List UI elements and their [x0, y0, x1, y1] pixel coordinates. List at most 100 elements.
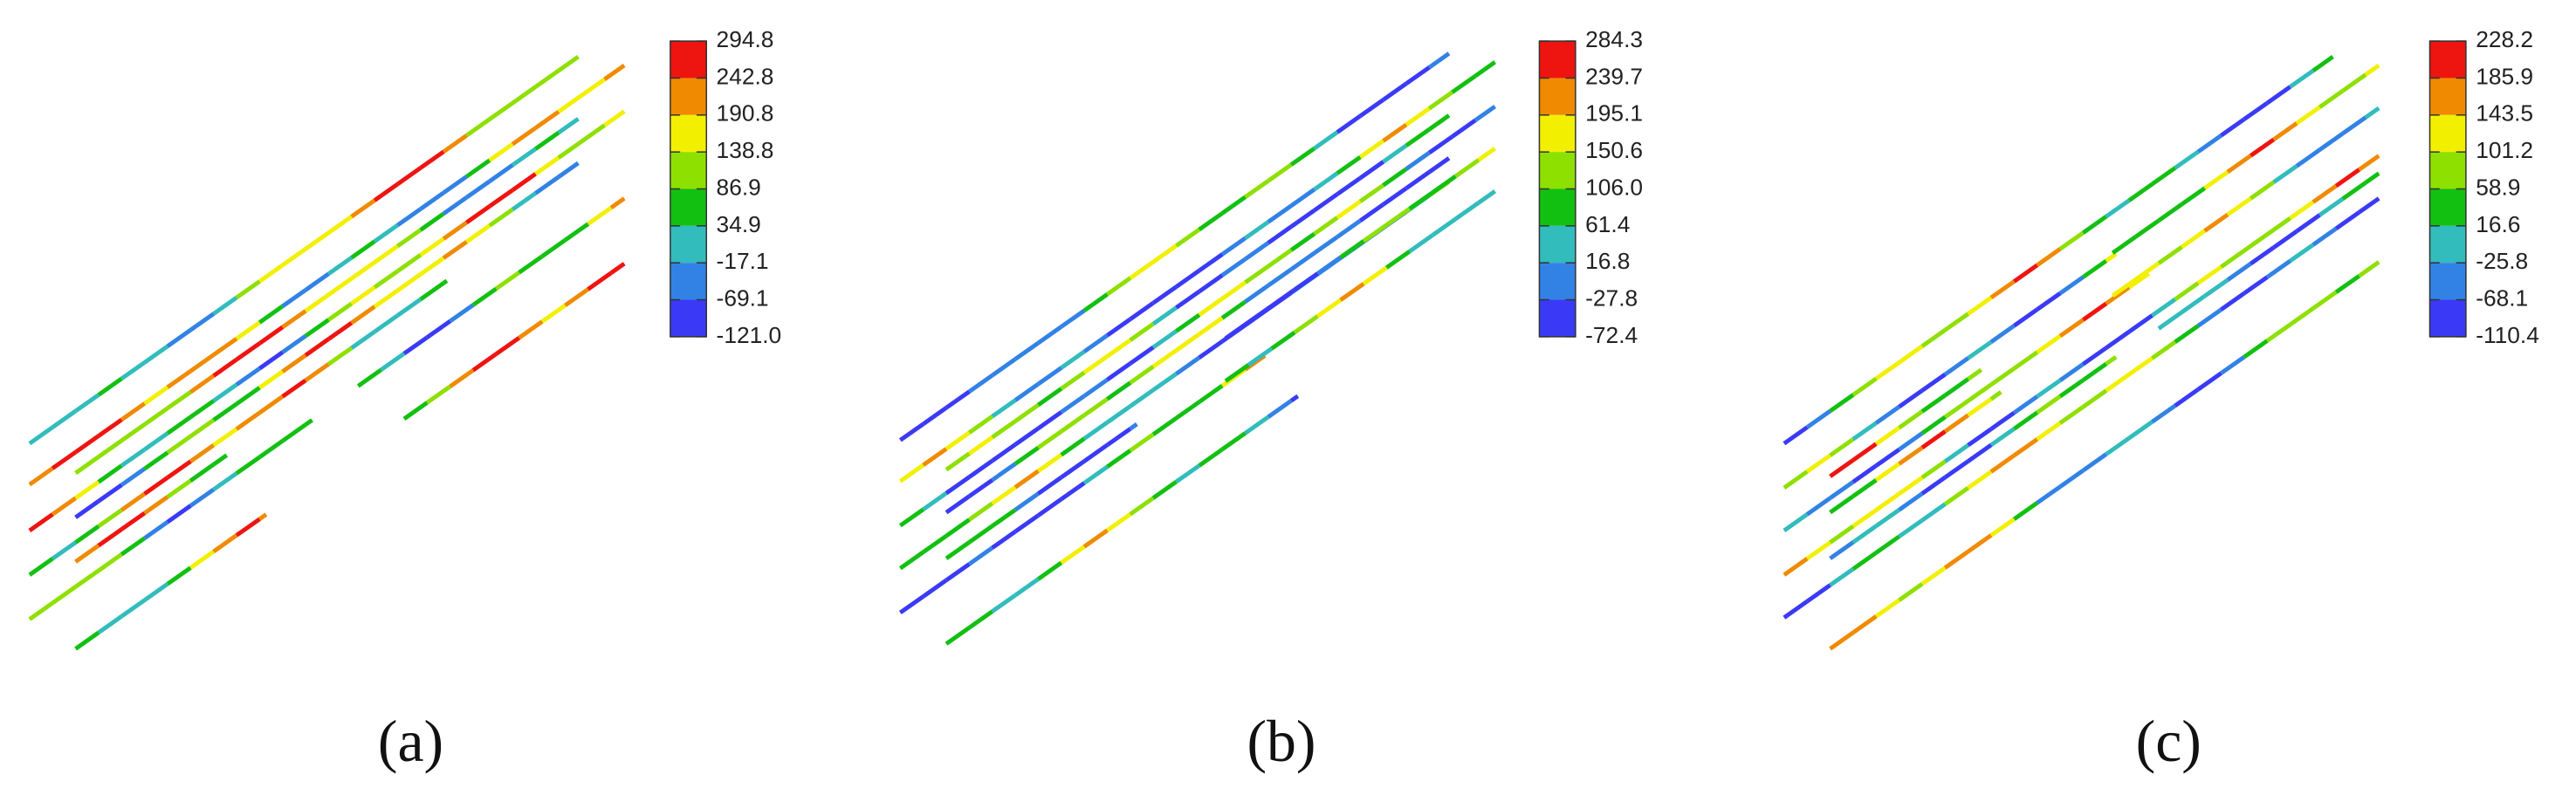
- line-segment: [557, 55, 580, 72]
- line-segment: [1151, 305, 1178, 326]
- line-segment: [1967, 367, 1983, 381]
- line-segment: [258, 263, 285, 284]
- panel-caption: (a): [378, 709, 443, 774]
- panel: 228.2 185.9 143.5 101.2 58.9 16.6 -25.8 -68.1 -1…: [1783, 26, 2539, 774]
- line-segment: [1829, 480, 1855, 500]
- line-segment: [373, 223, 399, 243]
- colorbar-label: 16.6: [2476, 211, 2520, 237]
- line-segment: [488, 101, 514, 121]
- line-segment: [1382, 167, 1408, 188]
- line-segment: [922, 447, 948, 467]
- line-segment: [557, 117, 580, 134]
- line-segment: [373, 182, 399, 202]
- line-segment: [28, 512, 54, 532]
- line-segment: [2220, 117, 2246, 138]
- line-segment: [1175, 463, 1201, 484]
- line-segment: [1805, 496, 1831, 517]
- line-segment: [991, 462, 1017, 483]
- line-segment: [1313, 171, 1339, 192]
- line-segment: [2289, 243, 2315, 264]
- line-segment: [1082, 442, 1109, 463]
- line-segment: [1037, 325, 1063, 345]
- line-segment: [1244, 284, 1270, 304]
- line-segment: [967, 524, 994, 545]
- line-segment: [1129, 260, 1155, 280]
- line-segment: [235, 320, 261, 341]
- line-segment: [1175, 289, 1201, 310]
- line-segment: [603, 109, 626, 127]
- line-segment: [1198, 316, 1224, 336]
- line-segment: [326, 277, 354, 297]
- line-segment: [1851, 551, 1878, 571]
- line-segment: [967, 609, 994, 630]
- line-segment: [2272, 121, 2298, 141]
- line-segment: [2295, 105, 2321, 126]
- line-segment: [1289, 251, 1316, 271]
- line-segment: [2180, 294, 2207, 314]
- line-segment: [97, 508, 123, 529]
- line-segment: [120, 422, 147, 442]
- line-segment: [2012, 350, 2039, 371]
- line-segment: [212, 471, 238, 491]
- line-segment: [97, 483, 123, 504]
- line-segment: [143, 476, 169, 496]
- line-segment: [494, 271, 521, 291]
- line-segment: [1289, 188, 1316, 208]
- line-segment: [2036, 484, 2062, 505]
- line-segment: [2289, 200, 2315, 221]
- colorbar-band: [2429, 41, 2466, 79]
- line-segment: [235, 279, 261, 300]
- line-segment: [2081, 362, 2108, 382]
- colorbar-label: 34.9: [717, 211, 761, 237]
- line-segment: [304, 337, 330, 358]
- line-segment: [1405, 170, 1431, 190]
- line-segment: [51, 450, 77, 470]
- line-segment: [2081, 215, 2108, 235]
- line-segment: [380, 352, 406, 372]
- line-segment: [1943, 459, 1970, 480]
- line-segment: [1851, 421, 1878, 442]
- line-segment: [2058, 469, 2085, 489]
- line-segment: [1382, 186, 1408, 207]
- line-segment: [1013, 513, 1040, 534]
- colorbar-band: [1539, 78, 1576, 115]
- line-segment: [1289, 394, 1300, 403]
- line-segment: [1270, 330, 1296, 351]
- line-segment: [97, 614, 123, 634]
- line-segment: [1382, 143, 1408, 164]
- line-segment: [1851, 524, 1878, 545]
- line-segment: [1244, 264, 1270, 284]
- line-segment: [1082, 464, 1109, 485]
- line-segment: [1129, 496, 1155, 517]
- line-segment: [1106, 317, 1132, 338]
- line-segment: [945, 494, 971, 515]
- line-segment: [51, 540, 77, 561]
- colorbar-label: 86.9: [717, 174, 761, 200]
- line-segment: [1874, 598, 1901, 619]
- line-segment: [1037, 429, 1063, 449]
- line-segment: [1829, 566, 1855, 587]
- line-segment: [1427, 156, 1451, 175]
- line-segment: [1805, 540, 1831, 561]
- line-segment: [2134, 218, 2160, 239]
- line-segment: [945, 389, 971, 410]
- panel-caption: (c): [2136, 709, 2202, 774]
- line-segment: [356, 367, 383, 388]
- line-segment: [1220, 431, 1247, 451]
- line-segment: [1175, 227, 1201, 248]
- line-segment: [967, 435, 994, 456]
- colorbar-band: [2429, 299, 2466, 337]
- line-segment: [1874, 462, 1901, 483]
- line-segment: [1898, 476, 1924, 496]
- line-segment: [1060, 370, 1086, 391]
- line-segment: [2243, 275, 2269, 296]
- line-segment: [1224, 363, 1250, 383]
- line-segment: [1898, 582, 1924, 602]
- line-segment: [991, 530, 1017, 550]
- line-segment: [1175, 269, 1201, 289]
- line-segment: [2058, 318, 2085, 339]
- line-segment: [603, 63, 626, 81]
- colorbar-label: -121.0: [717, 322, 782, 348]
- line-segment: [534, 68, 560, 89]
- line-segment: [540, 238, 567, 258]
